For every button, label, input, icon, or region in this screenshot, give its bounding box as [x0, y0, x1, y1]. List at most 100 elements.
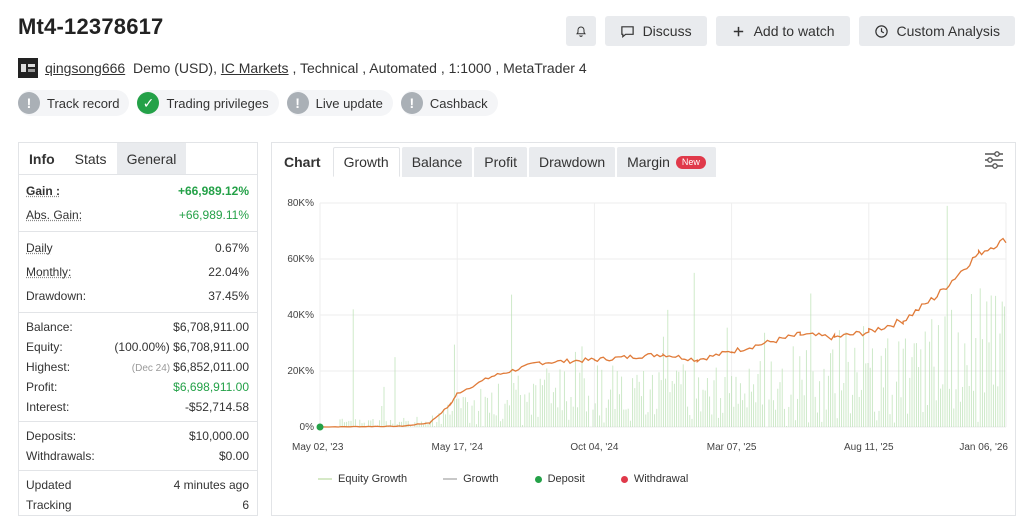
legend-swatch: [443, 478, 458, 480]
badge-live-update[interactable]: ! Live update: [286, 90, 393, 116]
daily-value: 0.67%: [214, 241, 249, 255]
badge-track-record[interactable]: ! Track record: [18, 90, 130, 116]
legend-withdrawal[interactable]: Withdrawal: [620, 473, 689, 485]
deposit-marker[interactable]: [316, 423, 324, 431]
abs-gain-row: Abs. Gain: +66,989.11%: [26, 203, 249, 227]
x-axis-labels: May 02, '23 May 17, '24 Oct 04, '24 Mar 07,…: [292, 442, 1008, 453]
interest-row: Interest: -$52,714.58: [26, 397, 249, 417]
equity-row: Equity: (100.00%) $6,708,911.00: [26, 337, 249, 357]
warning-icon: !: [400, 92, 423, 114]
badge-trading-privileges[interactable]: ✓ Trading privileges: [137, 90, 279, 116]
discuss-button[interactable]: Discuss: [604, 16, 707, 46]
x-tick-label: Aug 11, '25: [844, 442, 894, 453]
legend-equity-growth[interactable]: Equity Growth: [318, 473, 407, 485]
custom-analysis-label: Custom Analysis: [896, 23, 1000, 39]
tracking-value: 6: [242, 498, 249, 512]
deposits-label: Deposits:: [26, 429, 77, 443]
tab-stats[interactable]: Stats: [74, 151, 107, 167]
broker-link[interactable]: IC Markets: [220, 60, 289, 76]
gain-group: Gain : +66,989.12% Abs. Gain: +66,989.11…: [19, 175, 257, 232]
tab-info[interactable]: Info: [29, 151, 55, 167]
notify-button[interactable]: [565, 16, 596, 46]
badge-label: Live update: [315, 95, 383, 111]
equity-label: Equity:: [26, 340, 63, 354]
tab-drawdown[interactable]: Drawdown: [528, 147, 616, 177]
drawdown-label: Drawdown:: [26, 289, 87, 303]
tab-growth[interactable]: Growth: [332, 147, 400, 177]
tab-chart[interactable]: Chart: [284, 154, 321, 170]
custom-analysis-button[interactable]: Custom Analysis: [858, 16, 1015, 46]
profit-row: Profit: $6,698,911.00: [26, 377, 249, 397]
legend-growth[interactable]: Growth: [443, 473, 499, 485]
highest-label: Highest:: [26, 360, 71, 374]
balance-group: Balance: $6,708,911.00 Equity: (100.00%)…: [19, 313, 257, 422]
deposits-group: Deposits: $10,000.00 Withdrawals: $0.00: [19, 422, 257, 471]
tracking-row: Tracking 6: [26, 495, 249, 515]
equity-growth-bars: [339, 205, 1005, 427]
tab-margin[interactable]: Margin New: [617, 147, 716, 177]
legend-deposit[interactable]: Deposit: [534, 473, 585, 485]
chart-legend: Equity Growth Growth Deposit Withdrawal: [318, 473, 688, 485]
username-link[interactable]: qingsong666: [45, 60, 126, 76]
legend-label: Growth: [463, 473, 499, 485]
monthly-row: Monthly: 22.04%: [26, 260, 249, 284]
highest-row: Highest: (Dec 24) $6,852,011.00: [26, 357, 249, 377]
clock-icon: [874, 24, 888, 38]
abs-gain-label[interactable]: Abs. Gain:: [26, 208, 83, 222]
highest-value-wrap: (Dec 24) $6,852,011.00: [132, 360, 249, 374]
abs-gain-value: +66,989.11%: [178, 208, 249, 222]
highest-date: (Dec 24): [131, 363, 171, 374]
updated-value: 4 minutes ago: [173, 478, 249, 492]
stats-tabs: Info Stats General: [19, 143, 257, 175]
x-tick-label: Jan 06, '26: [959, 442, 1008, 453]
add-to-watch-button[interactable]: Add to watch: [715, 16, 850, 46]
drawdown-value: 37.45%: [208, 289, 249, 303]
profit-label: Profit:: [26, 380, 58, 394]
settings-sliders-icon[interactable]: [983, 151, 1005, 169]
header-actions: Discuss Add to watch Custom Analysis: [565, 16, 1015, 46]
tab-margin-label: Margin: [627, 154, 670, 170]
badge-list: ! Track record ✓ Trading privileges ! Li…: [18, 90, 498, 116]
gain-value: +66,989.12%: [177, 184, 249, 198]
bell-icon: [575, 26, 586, 37]
plus-icon: [733, 26, 743, 36]
account-info: qingsong666 Demo (USD), IC Markets , Tec…: [18, 58, 587, 78]
avatar[interactable]: [18, 58, 38, 78]
legend-swatch: [318, 478, 332, 480]
updated-row: Updated 4 minutes ago: [26, 475, 249, 495]
warning-icon: !: [18, 92, 40, 114]
legend-swatch: [620, 475, 628, 483]
rates-group: Daily 0.67% Monthly: 22.04% Drawdown: 37…: [19, 232, 257, 313]
balance-label: Balance:: [26, 320, 73, 334]
chat-icon: [620, 25, 634, 38]
tab-profit[interactable]: Profit: [474, 147, 527, 177]
tab-balance[interactable]: Balance: [401, 147, 473, 177]
x-tick-label: May 17, '24: [432, 442, 484, 453]
page-title: Mt4-12378617: [18, 14, 164, 39]
interest-value: -$52,714.58: [184, 400, 249, 414]
legend-swatch: [534, 475, 542, 483]
warning-icon: !: [286, 92, 309, 114]
daily-label[interactable]: Daily: [26, 241, 53, 255]
gain-label[interactable]: Gain :: [26, 184, 61, 198]
legend-label: Equity Growth: [338, 473, 408, 485]
updated-label: Updated: [26, 478, 72, 492]
profit-value: $6,698,911.00: [173, 380, 249, 394]
daily-row: Daily 0.67%: [26, 236, 249, 260]
monthly-label[interactable]: Monthly:: [26, 265, 72, 279]
badge-label: Cashback: [429, 95, 488, 111]
badge-label: Track record: [47, 95, 120, 111]
gain-row: Gain : +66,989.12%: [26, 179, 249, 203]
monthly-value: 22.04%: [208, 265, 249, 279]
tab-general[interactable]: General: [116, 143, 187, 174]
equity-value: $6,708,911.00: [173, 340, 249, 354]
deposits-row: Deposits: $10,000.00: [26, 426, 249, 446]
growth-chart[interactable]: 0% 20K% 40K% 60K% 80K% May 02, '23 May 17, '2…: [272, 181, 1015, 471]
check-icon: ✓: [137, 92, 160, 114]
badge-cashback[interactable]: ! Cashback: [400, 90, 498, 116]
discuss-label: Discuss: [642, 23, 692, 39]
equity-percent: (100.00%): [114, 340, 170, 354]
stats-panel: Info Stats General Gain : +66,989.12% Ab…: [18, 142, 258, 516]
legend-label: Withdrawal: [633, 473, 689, 485]
x-tick-label: May 02, '23: [292, 442, 344, 453]
